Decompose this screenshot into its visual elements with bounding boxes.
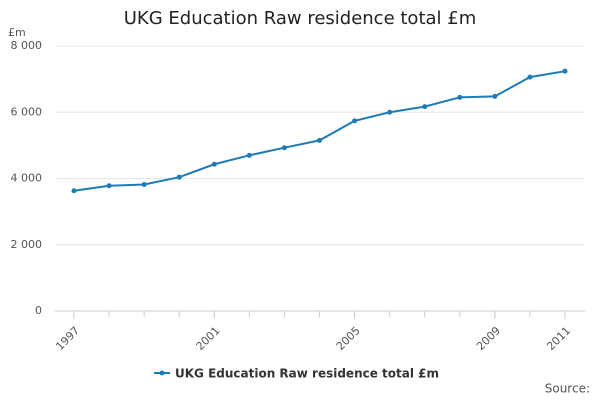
source: Source:	[545, 382, 590, 396]
point	[527, 74, 533, 80]
y-axis-label: £m	[8, 26, 26, 39]
point	[562, 68, 568, 74]
point	[457, 94, 463, 100]
x-tick-label: 2011	[544, 324, 573, 353]
x-tick-label: 2001	[194, 324, 223, 353]
point	[106, 183, 112, 189]
legend-marker	[159, 370, 165, 376]
y-tick-label: 4 000	[11, 172, 43, 185]
line	[73, 70, 566, 192]
y-tick-label: 8 000	[11, 39, 43, 52]
y-tick-label: 2 000	[11, 238, 43, 251]
point	[422, 104, 428, 110]
point	[141, 181, 147, 187]
point	[246, 152, 252, 158]
legend-text: UKG Education Raw residence total £m	[175, 367, 439, 381]
point	[352, 118, 358, 124]
point	[317, 137, 322, 143]
point	[492, 93, 498, 99]
point	[387, 109, 393, 115]
point	[71, 188, 77, 194]
y-tick-label: 0	[35, 304, 42, 317]
x-tick-label: 2009	[474, 324, 503, 353]
point	[281, 145, 287, 151]
y-tick-label: 6 000	[11, 105, 43, 118]
point	[211, 161, 217, 167]
chart-title: UKG Education Raw residence total £m	[124, 8, 477, 29]
point	[176, 174, 182, 180]
x-tick-label: 1997	[53, 324, 82, 353]
x-tick-label: 2005	[334, 324, 363, 353]
